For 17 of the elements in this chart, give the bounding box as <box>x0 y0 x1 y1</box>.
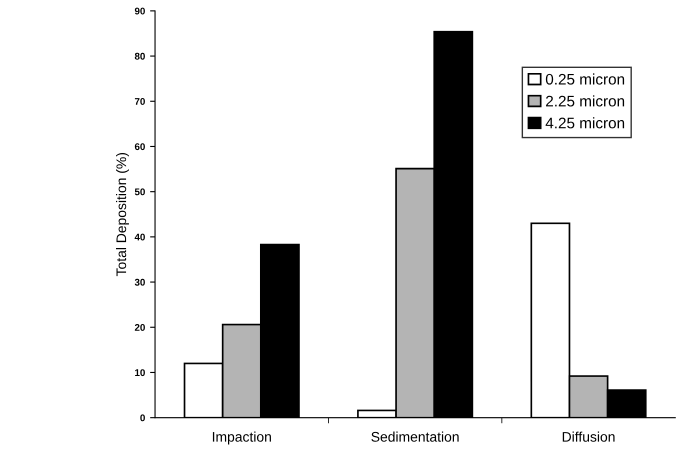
y-tick-label: 30 <box>134 278 145 286</box>
y-tick-label: 90 <box>134 8 145 14</box>
y-tick-label: 20 <box>134 324 145 331</box>
y-tick-label: 50 <box>134 188 145 196</box>
y-tick-label: 60 <box>134 143 145 150</box>
y-tick-label: 40 <box>134 234 145 240</box>
y-tick-label: 80 <box>134 52 145 60</box>
legend-label: 0.25 micron <box>546 73 624 85</box>
legend-label: 4.25 micron <box>546 117 624 128</box>
y-tick-label: 10 <box>135 369 145 376</box>
y-tick-label: 70 <box>134 98 145 105</box>
x-tick-label: Sedimentation <box>371 432 459 442</box>
x-tick-label: Impaction <box>212 432 271 444</box>
x-tick-label: Diffusion <box>562 432 615 442</box>
y-tick-label: 0 <box>140 414 145 422</box>
y-axis-title: Total Deposition (%) <box>116 152 129 276</box>
legend-label: 2.25 micron <box>546 95 624 107</box>
